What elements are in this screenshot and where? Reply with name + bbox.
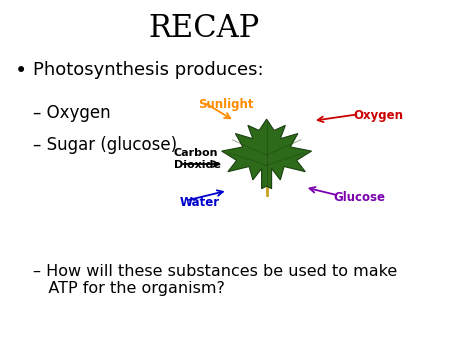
Text: Water: Water [180,196,220,209]
Text: – Oxygen: – Oxygen [33,104,111,122]
Text: – How will these substances be used to make
   ATP for the organism?: – How will these substances be used to m… [33,264,397,296]
Text: RECAP: RECAP [148,13,260,44]
Text: Glucose: Glucose [333,191,385,204]
Text: Oxygen: Oxygen [353,109,403,122]
Text: Sunlight: Sunlight [198,98,254,111]
Text: Carbon
Dioxide: Carbon Dioxide [174,148,221,170]
Text: – Sugar (glucose): – Sugar (glucose) [33,136,177,154]
Text: •: • [15,61,27,81]
Text: Photosynthesis produces:: Photosynthesis produces: [33,61,264,79]
Polygon shape [222,119,311,189]
